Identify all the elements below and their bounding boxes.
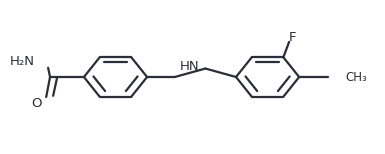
- Text: HN: HN: [180, 60, 200, 73]
- Text: H₂N: H₂N: [10, 55, 35, 68]
- Text: O: O: [31, 97, 42, 110]
- Text: CH₃: CH₃: [345, 71, 367, 83]
- Text: F: F: [289, 31, 297, 44]
